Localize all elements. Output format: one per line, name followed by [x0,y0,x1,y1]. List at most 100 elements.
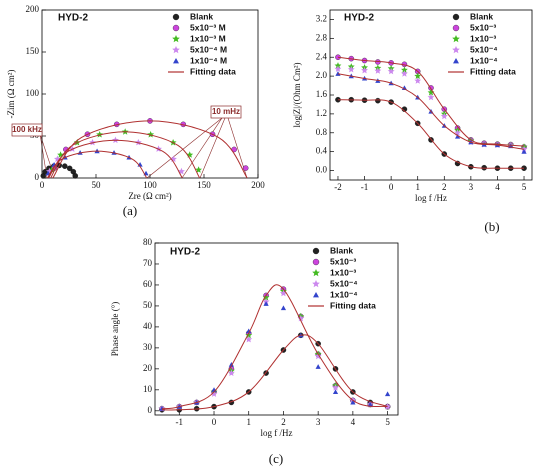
marker [350,399,356,405]
marker [228,362,234,367]
chart-title: HYD-2 [58,13,88,24]
y-tick-label: 3.2 [316,14,327,24]
marker [332,389,339,395]
y-tick-label: 0 [35,172,40,182]
legend-label: Fitting data [190,66,236,76]
y-tick-label: 0.0 [316,165,328,175]
x-tick-label: 1 [246,417,251,427]
panel-label: (a) [123,203,137,218]
y-tick-label: 0 [148,405,153,415]
annotation-box [11,123,43,137]
x-tick-label: 50 [92,180,102,190]
fit-line [161,284,388,411]
x-tick-label: 4 [495,182,500,192]
marker [313,292,319,298]
marker [312,247,320,255]
marker [335,71,341,76]
x-tick-label: 0 [389,182,394,192]
y-tick-label: 10 [143,384,153,394]
marker [96,131,104,138]
y-tick-label: 1.6 [316,89,328,99]
plot-frame [154,242,399,416]
x-tick-label: 2 [281,417,286,427]
marker [414,72,422,79]
marker [334,62,342,69]
marker [57,151,64,158]
fit-line [337,56,525,169]
marker [280,289,287,297]
marker [172,13,180,21]
annotation: 10 mHz [212,107,240,116]
marker [401,70,408,77]
marker [297,314,305,322]
marker [134,138,142,146]
marker [452,46,460,54]
x-tick-label: 200 [251,180,265,190]
marker [454,133,461,139]
fit-line [46,120,248,179]
y-tick-label: 0.4 [316,146,328,156]
marker [401,66,408,73]
marker [312,280,320,288]
marker [227,369,235,376]
x-tick-label: -2 [334,182,342,192]
marker [334,65,342,72]
legend-label: Blank [470,11,493,21]
x-tick-label: 0 [212,417,217,427]
marker [62,163,68,169]
y-axis-label: -Zim (Ω cm²) [6,70,16,119]
legend-label: 1x10⁻⁴ M [190,55,227,65]
legend-label: 5x10⁻³ [330,256,356,266]
marker [280,305,287,311]
marker [452,24,460,32]
marker [72,173,79,179]
annotation-box [210,105,242,119]
x-tick-label: 3 [316,417,321,427]
legend-label: 5x10⁻³ [470,22,496,32]
marker [195,166,202,173]
marker [440,112,448,120]
y-tick-label: 100 [26,88,40,98]
marker [427,93,435,101]
legend-label: 5x10⁻³ M [190,22,226,32]
x-tick-label: 2 [442,182,447,192]
marker [172,46,180,54]
marker [521,149,527,154]
marker [414,77,422,84]
legend-label: Blank [190,11,213,21]
y-tick-label: 50 [143,300,153,310]
marker [332,384,339,391]
marker [312,258,320,266]
marker [427,89,435,96]
y-tick-label: 30 [143,342,153,352]
marker [401,85,408,90]
chart-title: HYD-2 [170,247,200,258]
marker [384,391,391,397]
x-axis-label: log f /Hz [261,428,293,438]
marker [246,328,252,334]
y-tick-label: 80 [143,237,153,247]
annotation: 100 kHz [12,125,42,134]
legend-label: Fitting data [330,300,376,310]
marker [263,301,269,306]
marker [245,335,253,343]
marker [173,58,179,64]
marker [453,58,459,64]
marker [242,165,249,171]
chart-title: HYD-2 [344,13,374,24]
marker [367,401,373,407]
y-tick-label: 2.0 [316,70,328,80]
marker [210,390,218,397]
panel-label: (b) [484,219,499,234]
x-tick-label: 150 [197,180,211,190]
x-axis-label: log f /Hz [415,193,447,203]
y-tick-label: 150 [26,46,40,56]
x-tick-label: 100 [143,180,157,190]
x-tick-label: 5 [522,182,527,192]
x-tick-label: -1 [361,182,369,192]
marker [374,67,382,74]
legend-label: 5x10⁻⁴ [470,44,498,54]
marker [172,35,180,43]
marker [172,24,180,32]
y-axis-label: Phase angle (°) [110,302,120,357]
